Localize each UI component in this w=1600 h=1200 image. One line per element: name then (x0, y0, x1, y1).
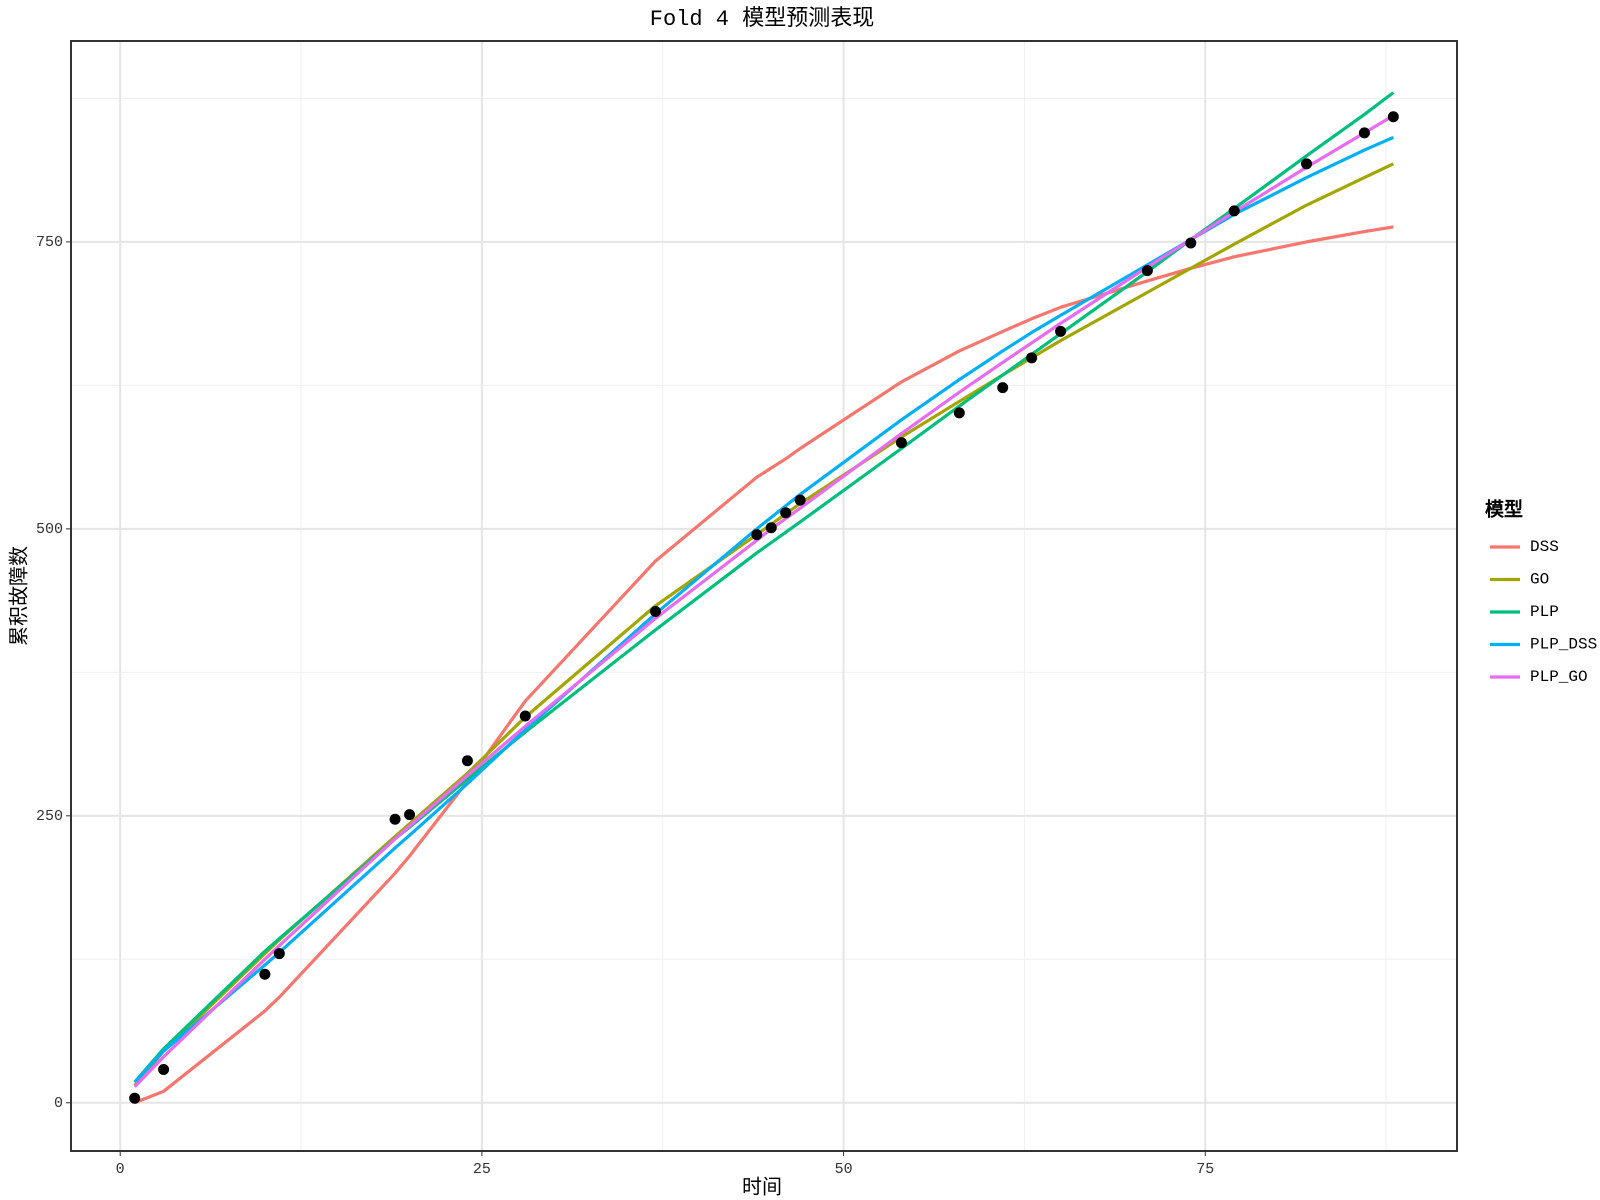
point (794, 494, 806, 506)
point (895, 437, 907, 449)
legend-title: 模型 (1485, 498, 1523, 521)
y-tick-label: 250 (36, 808, 63, 825)
point (129, 1092, 141, 1104)
x-tick-label: 0 (116, 1161, 125, 1178)
line (134, 225, 1394, 1105)
point (1185, 237, 1197, 249)
line (133, 114, 1395, 1088)
point (1055, 325, 1067, 337)
legend-label: PLP_DSS (1530, 636, 1597, 654)
point (780, 507, 792, 519)
y-tick-label: 0 (54, 1095, 63, 1112)
point (751, 529, 763, 541)
point (765, 522, 777, 534)
point (519, 710, 531, 722)
point (273, 948, 285, 960)
point (1026, 352, 1038, 364)
x-axis-title: 时间 (742, 1175, 782, 1200)
legend-label: GO (1530, 571, 1549, 589)
y-tick-label: 750 (36, 234, 63, 251)
x-tick-label: 75 (1196, 1161, 1214, 1178)
y-axis-title: 累积故障数 (7, 546, 32, 646)
point (1228, 205, 1240, 217)
legend-label: DSS (1530, 538, 1559, 556)
point (404, 809, 416, 821)
point (461, 755, 473, 767)
point (1358, 127, 1370, 139)
point (158, 1064, 170, 1076)
point (259, 968, 271, 980)
point (1301, 158, 1313, 170)
point (1141, 265, 1153, 277)
y-tick-label: 500 (36, 521, 63, 538)
panel-border (70, 40, 1458, 1152)
point (1387, 111, 1399, 123)
point (997, 382, 1009, 394)
x-tick-label: 25 (473, 1161, 491, 1178)
point (953, 407, 965, 419)
chart-title: Fold 4 模型预测表现 (650, 6, 874, 32)
point (649, 605, 661, 617)
legend-label: PLP_GO (1530, 668, 1588, 686)
point (389, 813, 401, 825)
legend-label: PLP (1530, 603, 1559, 621)
x-tick-label: 50 (835, 1161, 853, 1178)
